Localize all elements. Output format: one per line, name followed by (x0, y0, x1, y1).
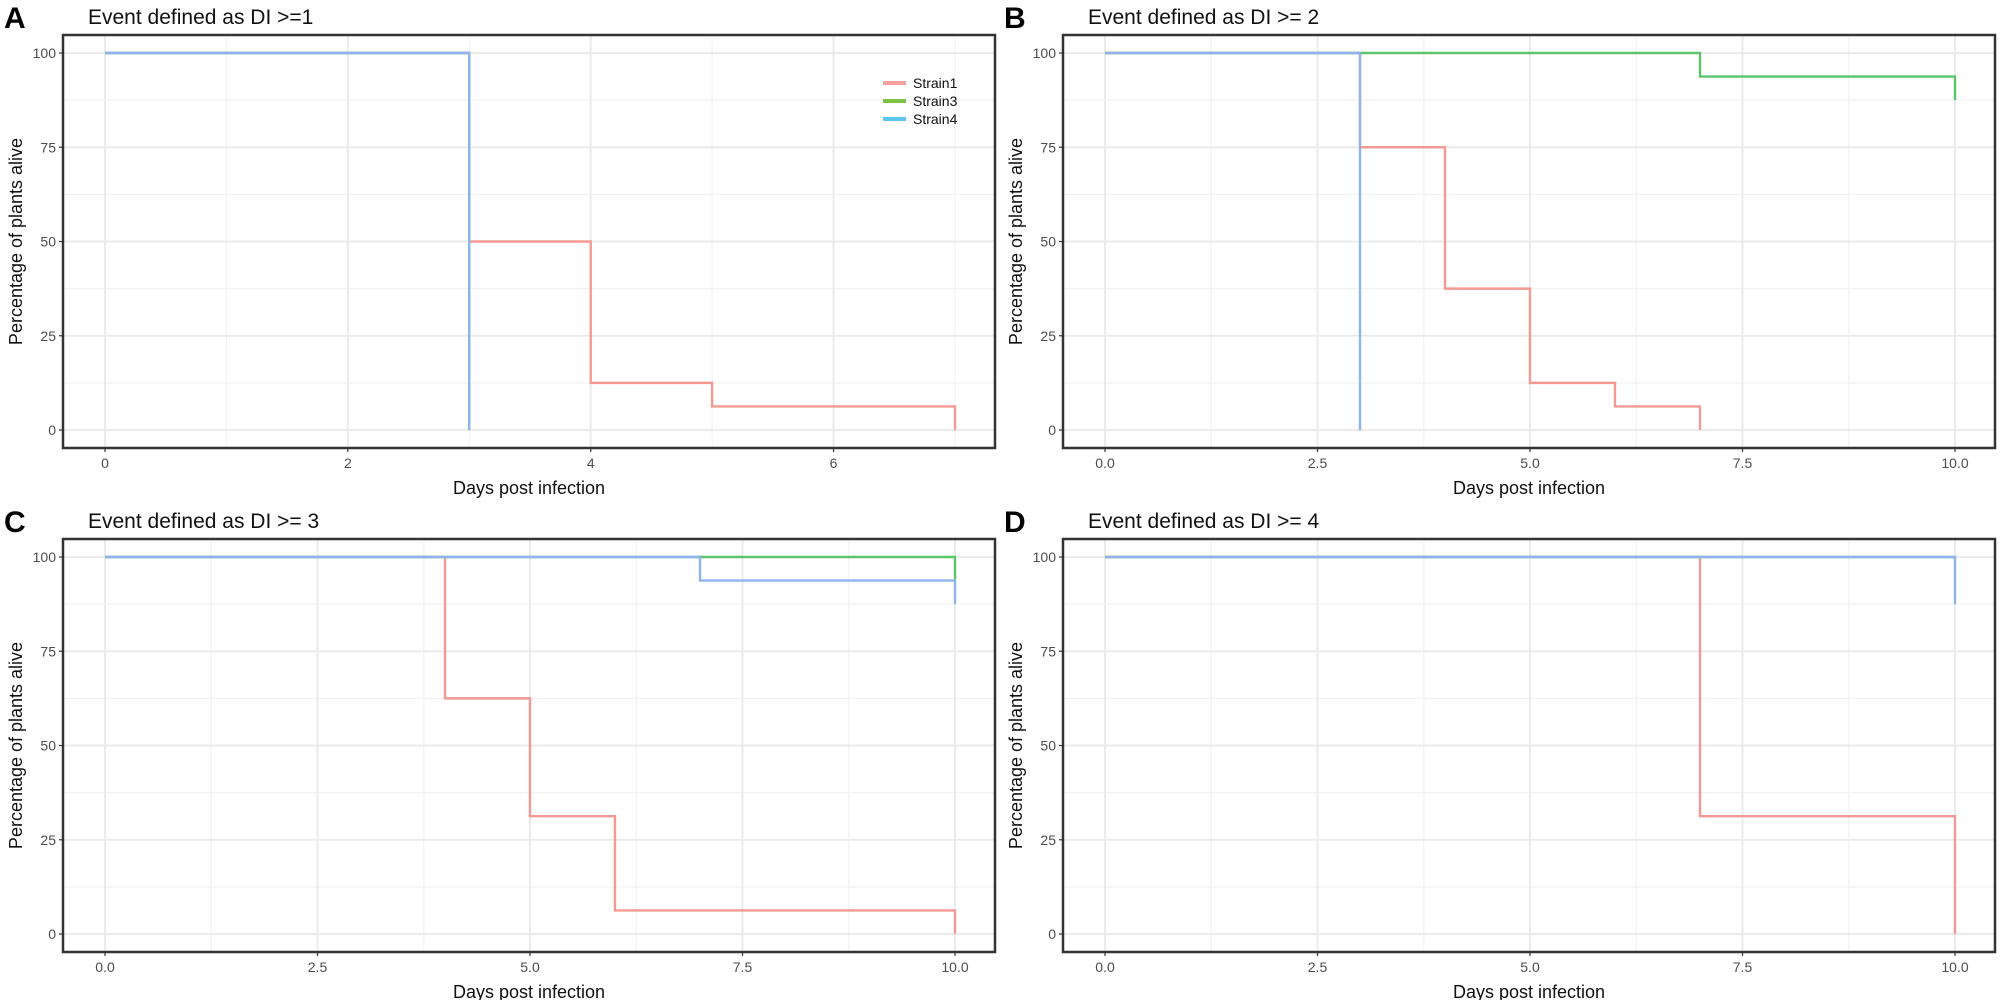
y-tick-label: 75 (40, 139, 56, 155)
y-tick-label: 0 (48, 422, 56, 438)
x-tick-label: 7.5 (1733, 959, 1753, 975)
series-line-strain4 (105, 51, 471, 430)
x-tick-label: 4 (587, 455, 595, 471)
y-tick-label: 50 (1040, 738, 1056, 754)
x-tick-label: 2.5 (308, 959, 328, 975)
legend-label: Strain1 (913, 75, 958, 91)
y-tick-label: 25 (40, 328, 56, 344)
y-tick-label: 75 (1040, 139, 1056, 155)
y-tick-label: 25 (1040, 832, 1056, 848)
x-tick-label: 0.0 (1095, 455, 1115, 471)
legend-label: Strain4 (913, 111, 958, 127)
y-tick-label: 0 (1048, 422, 1056, 438)
y-axis-label: Percentage of plants alive (6, 642, 26, 849)
y-tick-label: 100 (1033, 45, 1057, 61)
x-tick-label: 7.5 (733, 959, 753, 975)
panel-c: 0 25 50 75 100 0.0 2.5 5.0 7.5 10.0 Days post infe… (4, 506, 997, 1000)
y-tick-label: 50 (1040, 234, 1056, 250)
y-tick-label: 75 (40, 643, 56, 659)
y-tick-label: 100 (1033, 549, 1057, 565)
legend: Strain1 Strain3 Strain4 (883, 75, 958, 127)
panel-title: Event defined as DI >=1 (88, 6, 313, 29)
x-tick-label: 10.0 (941, 959, 968, 975)
x-tick-label: 2 (344, 455, 352, 471)
x-tick-label: 7.5 (1733, 455, 1753, 471)
panel-title: Event defined as DI >= 3 (88, 510, 319, 533)
series-line-strain3 (1105, 51, 1957, 101)
y-axis-label: Percentage of plants alive (1006, 138, 1026, 345)
x-tick-label: 5.0 (1520, 959, 1540, 975)
panel-letter: D (1004, 506, 1026, 539)
y-tick-label: 25 (1040, 328, 1056, 344)
y-tick-label: 0 (1048, 926, 1056, 942)
series-line-strain4 (105, 555, 957, 605)
x-tick-label: 10.0 (1941, 455, 1968, 471)
x-tick-label: 5.0 (520, 959, 540, 975)
panel-b: 0 25 50 75 100 0.0 2.5 5.0 7.5 10.0 Days post infe… (1004, 2, 1997, 498)
panel-title: Event defined as DI >= 2 (1088, 6, 1319, 29)
series-line-strain4 (1105, 555, 1957, 605)
panel-title: Event defined as DI >= 4 (1088, 510, 1319, 533)
y-tick-label: 50 (40, 738, 56, 754)
x-axis-label: Days post infection (453, 478, 605, 498)
x-tick-label: 10.0 (1941, 959, 1968, 975)
x-tick-label: 2.5 (1308, 455, 1328, 471)
y-tick-label: 75 (1040, 643, 1056, 659)
panel-a: 0 25 50 75 100 0 2 4 6 Days post infection Percent… (4, 2, 997, 498)
panel-letter: B (1004, 2, 1026, 35)
panel-letter: C (4, 506, 26, 539)
y-axis-label: Percentage of plants alive (6, 138, 26, 345)
y-tick-label: 100 (33, 549, 57, 565)
panel-letter: A (4, 2, 26, 35)
series-line-strain1 (105, 555, 957, 934)
x-axis-label: Days post infection (1453, 982, 1605, 1000)
y-tick-label: 100 (33, 45, 57, 61)
panel-d: 0 25 50 75 100 0.0 2.5 5.0 7.5 10.0 Days post infe… (1004, 506, 1997, 1000)
x-tick-label: 2.5 (1308, 959, 1328, 975)
x-axis-label: Days post infection (453, 982, 605, 1000)
x-axis-label: Days post infection (1453, 478, 1605, 498)
y-axis-label: Percentage of plants alive (1006, 642, 1026, 849)
y-tick-label: 50 (40, 234, 56, 250)
y-tick-label: 25 (40, 832, 56, 848)
x-tick-label: 0 (101, 455, 109, 471)
x-tick-label: 0.0 (95, 959, 115, 975)
x-tick-label: 0.0 (1095, 959, 1115, 975)
legend-label: Strain3 (913, 93, 958, 109)
x-tick-label: 5.0 (1520, 455, 1540, 471)
x-tick-label: 6 (830, 455, 838, 471)
y-tick-label: 0 (48, 926, 56, 942)
series-line-strain4 (1105, 51, 1362, 430)
